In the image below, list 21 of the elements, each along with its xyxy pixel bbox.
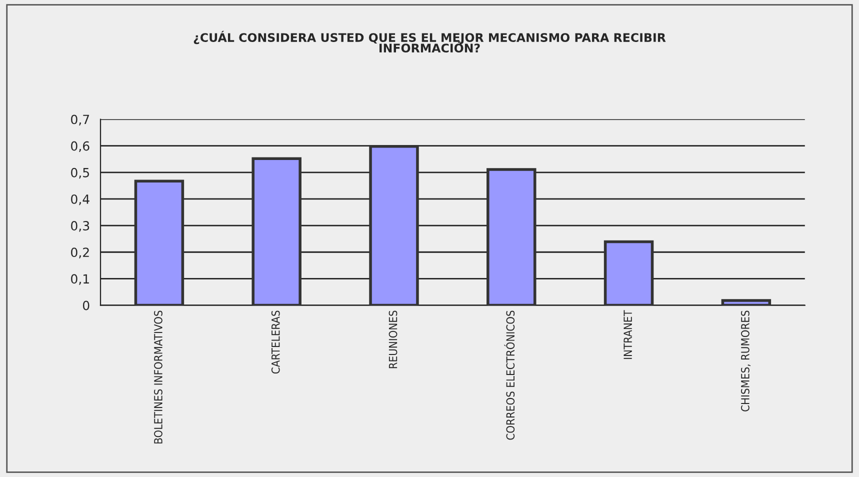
bar [721,299,772,306]
y-tick-label: 0,5 [71,168,89,179]
bar [369,144,419,306]
bar [252,157,302,306]
x-tick-label: CHISMES, RUMORES [741,310,751,412]
x-tick-label: INTRANET [624,310,632,359]
chart-title: ¿CUÁL CONSIDERA USTED QUE ES EL MEJOR MECANISMO PARA RECIBIR INFORMACIÓN? [194,30,666,53]
x-tick-label: BOLETINES INFORMATIVOS [154,310,162,444]
y-tick-label: 0,6 [71,141,90,152]
y-tick-label: 0,7 [71,114,90,126]
y-tick-label: 0,3 [71,221,90,232]
x-tick-label: CORREOS ELECTRÓNICOS [504,310,515,440]
y-tick-label: 0,1 [71,274,89,285]
y-tick-label: 0,2 [71,248,89,258]
x-tick-label: CARTELERAS [271,310,280,374]
bar [486,168,536,306]
y-tick-label: 0,4 [71,194,90,206]
x-tick-label: REUNIONES [388,310,398,368]
y-tick-label: 0 [82,300,90,310]
bar [604,240,654,306]
bar [134,180,184,306]
